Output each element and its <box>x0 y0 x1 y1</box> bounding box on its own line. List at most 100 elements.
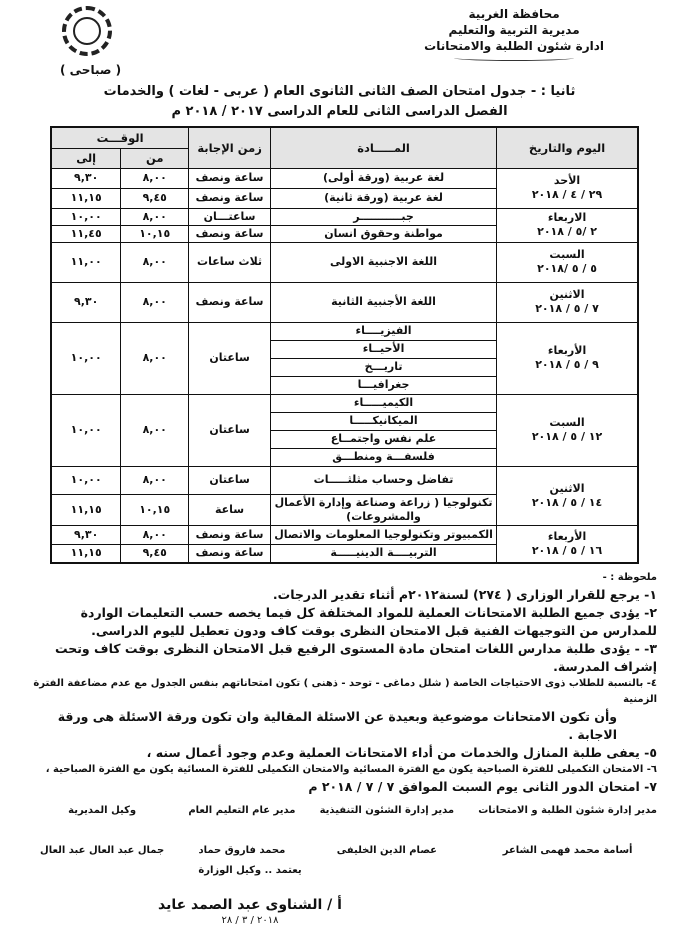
from-cell: ٨,٠٠ <box>120 321 190 395</box>
duration-cell: ساعة ونصف <box>188 224 271 243</box>
to-time-cell: ١١,٠٠ <box>50 241 122 283</box>
table-row: الاثنين ٧ / ٥ / ٢٠١٨ اللغة الأجنبية الثاني… <box>50 281 639 323</box>
exam-date: ٢٩ / ٤ / ٢٠١٨ <box>531 188 603 201</box>
to-time-cell: ١١,٤٥ <box>50 224 122 243</box>
subject-cell: تفاضل وحساب مثلثـــــات <box>269 465 498 495</box>
approval-area: يعتمد .. وكيل الوزارة أ / الشناوى عبد ال… <box>0 864 679 928</box>
header-line: ادارة شئون الطلبة والامتحانات <box>424 39 604 53</box>
signature-name: جمال عبد العال عبد العال <box>40 845 165 856</box>
page-title: ثانيا : - جدول امتحان الصف الثانى الثانو… <box>103 84 576 99</box>
day-date-cell: الأربعاء ٩ / ٥ / ٢٠١٨ <box>496 321 639 395</box>
note-item: ٣- - يؤدى طلبة مدارس اللغات امتحان مادة … <box>55 641 657 674</box>
day-date-cell: السبت ١٢ / ٥ / ٢٠١٨ <box>496 393 639 467</box>
subject-cell: الكمبيوتر وتكنولوجيا المعلومات والاتصال <box>269 524 498 545</box>
from-time-cell: ١٠,١٥ <box>120 493 190 526</box>
col-subject: المـــــادة <box>269 126 498 169</box>
note-item: ٧- امتحان الدور الثانى يوم السبت الموافق… <box>308 779 657 794</box>
subject-cell: جغرافيـــا <box>269 375 498 395</box>
table-row: فلسفـــة ومنطـــق <box>51 447 638 467</box>
from-time-cell: ١٠,١٥ <box>120 224 190 243</box>
table-row: التربيــــة الدينيـــــة ساعة ونصف ٩,٤٥ ١١,… <box>50 543 638 564</box>
duration-cell: ساعة ونصف <box>188 281 271 323</box>
note-item: وأن تكون الامتحانات موضوعية وبعيدة عن ال… <box>57 709 617 742</box>
exam-date: ١٢ / ٥ / ٢٠١٨ <box>531 430 603 443</box>
col-duration: زمن الإجابة <box>188 126 271 169</box>
duration-cell: ساعتـــان <box>188 207 271 226</box>
duration-cell: ساعتان <box>188 393 271 467</box>
signature-block: وكيل المديرية جمال عبد العال عبد العال <box>40 804 164 858</box>
exam-schedule-table: اليوم والتاريخ المـــــادة زمن الإجابة ا… <box>50 126 639 564</box>
exam-date: ٥ / ٥ /٢٠١٨ <box>537 262 597 275</box>
handwritten-signature <box>478 818 657 844</box>
exam-date: ٧ / ٥ / ٢٠١٨ <box>535 302 599 315</box>
day-date-cell: الأحد ٢٩ / ٤ / ٢٠١٨ <box>496 167 639 209</box>
table-row: الاثنين ١٤ / ٥ / ٢٠١٨ تفاضل وحساب مثلثــــ… <box>50 465 639 526</box>
table-row: الاربعاء ٢ /٥ / ٢٠١٨ جبـــــــــــر ساعتـــ… <box>50 207 639 243</box>
table-row: لغة عربية (ورقة ثانية) ساعة ونصف ٩,٤٥ ١١,١٥ <box>50 187 638 209</box>
signature-title: مدير إدارة شئون الطلبة و الامتحانات <box>478 805 657 816</box>
to-time-cell: ١١,١٥ <box>50 493 122 526</box>
signature-name: محمد فاروق حماد <box>198 845 286 856</box>
subject-cell: الفيزيــــاء <box>269 321 498 341</box>
table-row: تكنولوجيا ( زراعة وصناعة وإدارة الأعمال … <box>50 493 638 526</box>
notes-heading: ملحوظة : - <box>602 572 657 583</box>
page-subtitle: الفصل الدراسى الثانى للعام الدراسى ٢٠١٧ … <box>171 104 508 119</box>
to-time-cell: ١١,١٥ <box>50 543 122 564</box>
handwritten-signature <box>145 878 355 896</box>
handwritten-signature <box>320 818 455 844</box>
note-item: ٢- يؤدى جميع الطلبة الامتحانات العملية ل… <box>80 605 657 638</box>
subject-cell: الميكانيكـــــا <box>269 411 498 431</box>
day-name: الاربعاء <box>547 211 587 224</box>
day-name: الأربعاء <box>547 529 587 543</box>
to-time-cell: ١٠,٠٠ <box>50 465 122 495</box>
handwritten-signature <box>40 818 164 844</box>
table-row: الأحيــاء <box>51 339 638 359</box>
header-line: محافظة الغربية <box>468 7 560 21</box>
governorate-logo-icon <box>62 6 112 56</box>
signature-block: مدير عام التعليم العام محمد فاروق حماد <box>188 804 295 858</box>
day-name: الأربعاء <box>547 344 587 357</box>
from-time-cell: ٨,٠٠ <box>120 465 190 495</box>
approval-title: يعتمد .. وكيل الوزارة <box>198 865 302 876</box>
day-name: الأحد <box>553 174 581 187</box>
header-line: مديرية التربية والتعليم <box>448 23 580 37</box>
signature-title: وكيل المديرية <box>68 805 137 816</box>
subject-cell: اللغة الاجنبية الاولى <box>269 241 498 283</box>
day-name: الاثنين <box>549 288 585 301</box>
from-time-cell: ٨,٠٠ <box>120 167 190 189</box>
table-row: الأربعاء ١٦ / ٥ / ٢٠١٨ الكمبيوتر وتكنولوجي… <box>50 524 639 564</box>
table-row: السبت ١٢ / ٥ / ٢٠١٨ الكيميـــــاء ساعتان ٨,٠… <box>50 393 639 467</box>
approval-name: أ / الشناوى عبد الصمد عايد <box>158 897 342 913</box>
table-row: السبت ٥ / ٥ /٢٠١٨ اللغة الاجنبية الاولى ثلا… <box>50 241 639 283</box>
ornament-divider <box>454 55 575 61</box>
subject-cell: علم نفس واجتمــاع <box>269 429 498 449</box>
day-date-cell: الاربعاء ٢ /٥ / ٢٠١٨ <box>496 207 639 243</box>
to-time-cell: ١١,١٥ <box>50 187 122 209</box>
handwritten-signature <box>188 818 295 844</box>
to-time-cell: ٩,٣٠ <box>50 524 122 545</box>
from-time-cell: ٩,٤٥ <box>120 543 190 564</box>
day-name: السبت <box>549 416 585 429</box>
subject-cell: جبـــــــــــر <box>269 207 498 226</box>
to-time-cell: ١٠,٠٠ <box>50 207 122 226</box>
subject-cell: لغة عربية (ورقة أولى) <box>269 167 498 189</box>
from-time-cell: ٨,٠٠ <box>120 241 190 283</box>
subject-cell: لغة عربية (ورقة ثانية) <box>269 187 498 209</box>
col-time: الوقـــت <box>50 126 190 149</box>
note-item: ٥- يعفى طلبة المنازل والخدمات من أداء ال… <box>146 745 657 760</box>
from-time-cell: ٩,٤٥ <box>120 187 190 209</box>
notes: ملحوظة : - ١- يرجع للقرار الوزارى ( ٢٧٤)… <box>28 570 657 796</box>
day-date-cell: الاثنين ٧ / ٥ / ٢٠١٨ <box>496 281 639 323</box>
col-from: من <box>120 147 190 169</box>
col-day: اليوم والتاريخ <box>496 126 639 169</box>
exam-date: ٢ /٥ / ٢٠١٨ <box>537 225 597 238</box>
subject-cell: اللغة الأجنبية الثانية <box>269 281 498 323</box>
table-row: الأحد ٢٩ / ٤ / ٢٠١٨ لغة عربية (ورقة أولى) س… <box>50 167 639 209</box>
day-name: الاثنين <box>549 481 585 495</box>
note-item: ٦- الامتحان التكميلى للفترة الصباحية يكو… <box>45 764 657 775</box>
subject-cell: التربيــــة الدينيـــــة <box>269 543 498 564</box>
day-date-cell: السبت ٥ / ٥ /٢٠١٨ <box>496 241 639 283</box>
exam-date: ٩ / ٥ / ٢٠١٨ <box>535 358 599 371</box>
day-date-cell: الأربعاء ١٦ / ٥ / ٢٠١٨ <box>496 524 639 564</box>
signature-name: عصام الدين الخليفى <box>336 845 437 856</box>
